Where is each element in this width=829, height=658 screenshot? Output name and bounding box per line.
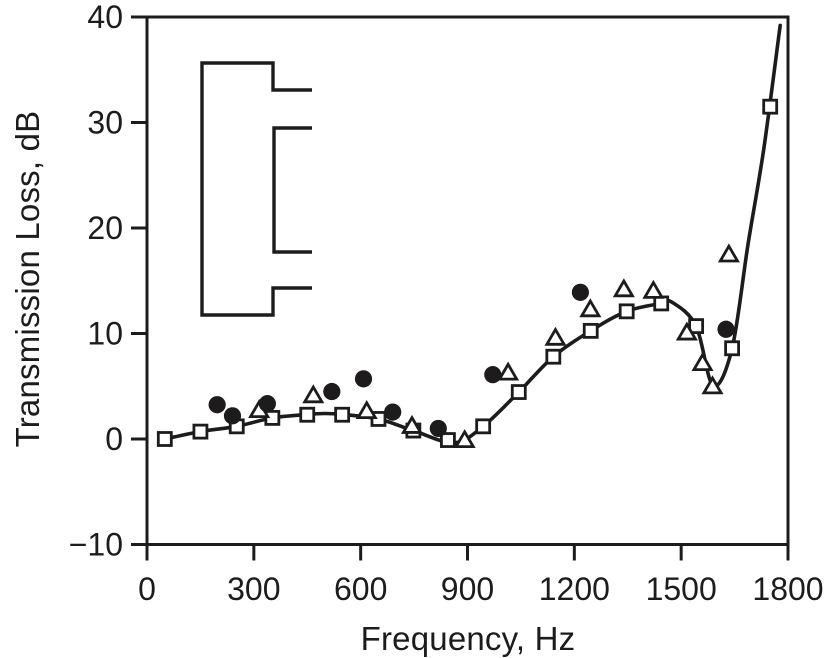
- triangle-marker: [497, 361, 520, 381]
- circle-marker: [208, 396, 226, 414]
- triangle-marker: [453, 429, 476, 449]
- circle-marker: [484, 366, 502, 384]
- y-axis-title: Transmission Loss, dB: [9, 110, 46, 448]
- square-marker: [582, 322, 599, 339]
- triangle-marker: [717, 243, 740, 263]
- square-marker: [156, 431, 173, 447]
- muffler-inset-tube: [272, 126, 312, 254]
- triangle-marker: [612, 278, 635, 298]
- square-marker: [724, 340, 740, 357]
- square-marker: [510, 384, 527, 400]
- plot-frame: [145, 15, 790, 546]
- x-axis-title: Frequency, Hz: [360, 620, 576, 657]
- circle-marker: [354, 370, 373, 388]
- circle-marker: [429, 419, 447, 438]
- triangle-marker: [302, 384, 325, 404]
- square-marker: [334, 406, 351, 423]
- y-tick-label: 30: [87, 105, 123, 141]
- square-marker: [475, 418, 492, 435]
- y-tick-label: 10: [87, 316, 123, 352]
- circle-marker: [258, 395, 276, 413]
- square-marker: [653, 295, 670, 312]
- x-tick-label: 0: [138, 571, 156, 607]
- y-tick-label: 20: [87, 210, 123, 246]
- y-tick-label: 40: [87, 0, 123, 35]
- triangle-marker: [355, 400, 378, 420]
- circle-marker: [571, 283, 589, 301]
- circle-marker: [323, 382, 341, 401]
- circle-marker: [717, 320, 735, 338]
- square-marker: [618, 303, 635, 320]
- x-tick-label: 300: [227, 571, 280, 607]
- y-tick-label: −10: [69, 527, 123, 563]
- triangle-marker: [544, 326, 567, 346]
- x-tick-label: 1800: [752, 571, 823, 607]
- square-marker: [688, 318, 705, 335]
- square-marker: [192, 423, 209, 440]
- prediction-curve: [163, 23, 782, 445]
- y-tick-label: 0: [105, 421, 123, 457]
- square-marker: [545, 348, 562, 365]
- x-tick-label: 600: [334, 571, 387, 607]
- x-tick-label: 900: [441, 571, 494, 607]
- triangle-marker: [579, 298, 602, 318]
- square-marker: [440, 432, 456, 448]
- circle-marker: [223, 407, 242, 425]
- triangle-marker: [642, 279, 665, 299]
- muffler-inset-outline: [200, 61, 312, 317]
- circle-marker: [384, 403, 402, 421]
- triangle-marker: [701, 375, 724, 395]
- square-marker: [299, 406, 316, 423]
- triangle-marker: [691, 352, 714, 372]
- square-marker: [762, 98, 779, 115]
- triangle-marker: [400, 414, 423, 434]
- triangle-marker: [675, 321, 698, 341]
- x-tick-label: 1200: [539, 571, 610, 607]
- x-tick-label: 1500: [646, 571, 717, 607]
